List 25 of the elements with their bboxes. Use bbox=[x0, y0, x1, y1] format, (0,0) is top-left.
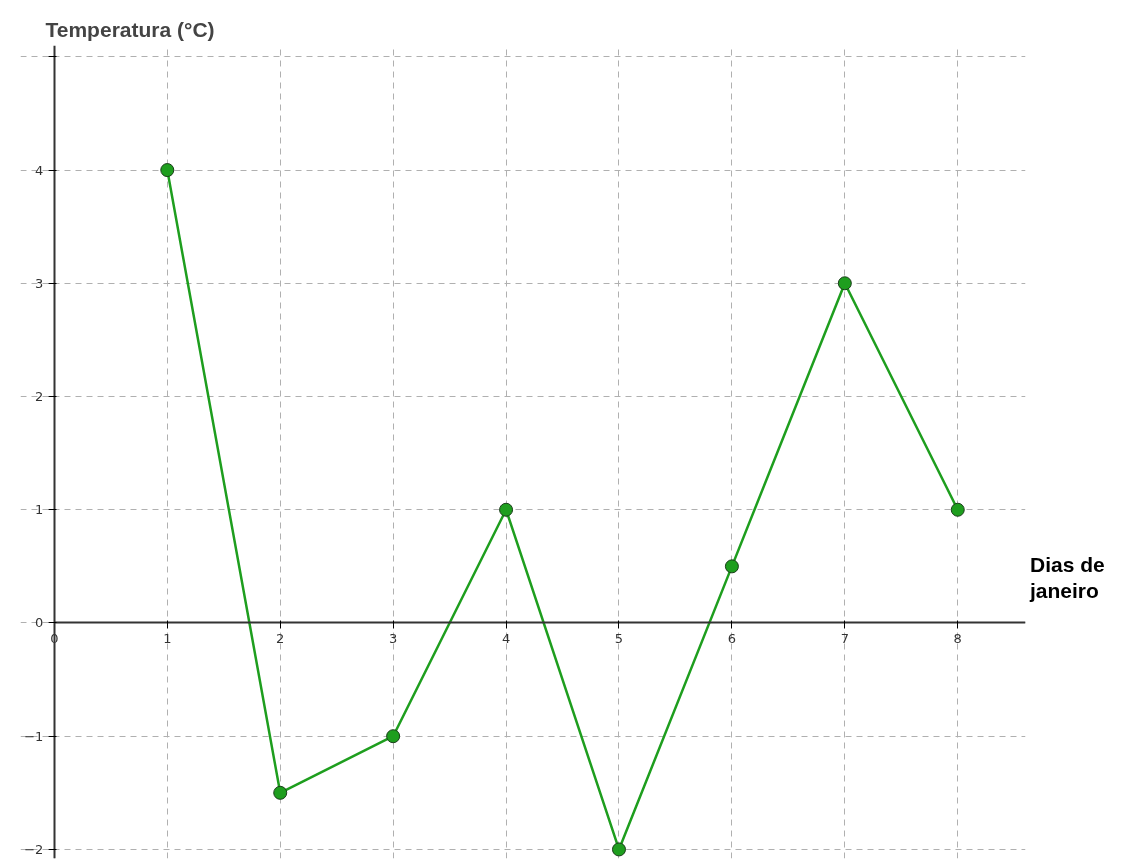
point bbox=[386, 729, 401, 744]
y-axis-title: Temperatura (°C) bbox=[45, 17, 215, 41]
y-tick-label: 1 bbox=[35, 502, 44, 518]
y-tick-label: −1 bbox=[24, 728, 44, 744]
point bbox=[611, 842, 626, 857]
x-tick-label: 6 bbox=[727, 630, 737, 646]
x-tick-label: 8 bbox=[953, 630, 962, 646]
point bbox=[160, 163, 175, 178]
x-tick-label: 3 bbox=[389, 630, 398, 646]
y-tick-label: 0 bbox=[35, 615, 44, 631]
y-tick-label: −2 bbox=[24, 841, 44, 857]
x-tick-label: 4 bbox=[501, 630, 511, 646]
point bbox=[950, 502, 965, 517]
y-tick-label: 4 bbox=[35, 162, 44, 178]
point bbox=[724, 559, 739, 574]
y-tick-label: 2 bbox=[35, 389, 44, 405]
x-tick-label: 1 bbox=[163, 630, 172, 646]
x-tick-label: 5 bbox=[614, 630, 624, 646]
x-axis-title: Dias de janeiro bbox=[1030, 552, 1106, 604]
y-tick-label: 3 bbox=[35, 275, 44, 291]
x-tick-label: 7 bbox=[840, 630, 849, 646]
point bbox=[837, 276, 852, 291]
x-tick-label: 2 bbox=[276, 630, 285, 646]
point bbox=[273, 785, 288, 800]
point bbox=[499, 502, 514, 517]
